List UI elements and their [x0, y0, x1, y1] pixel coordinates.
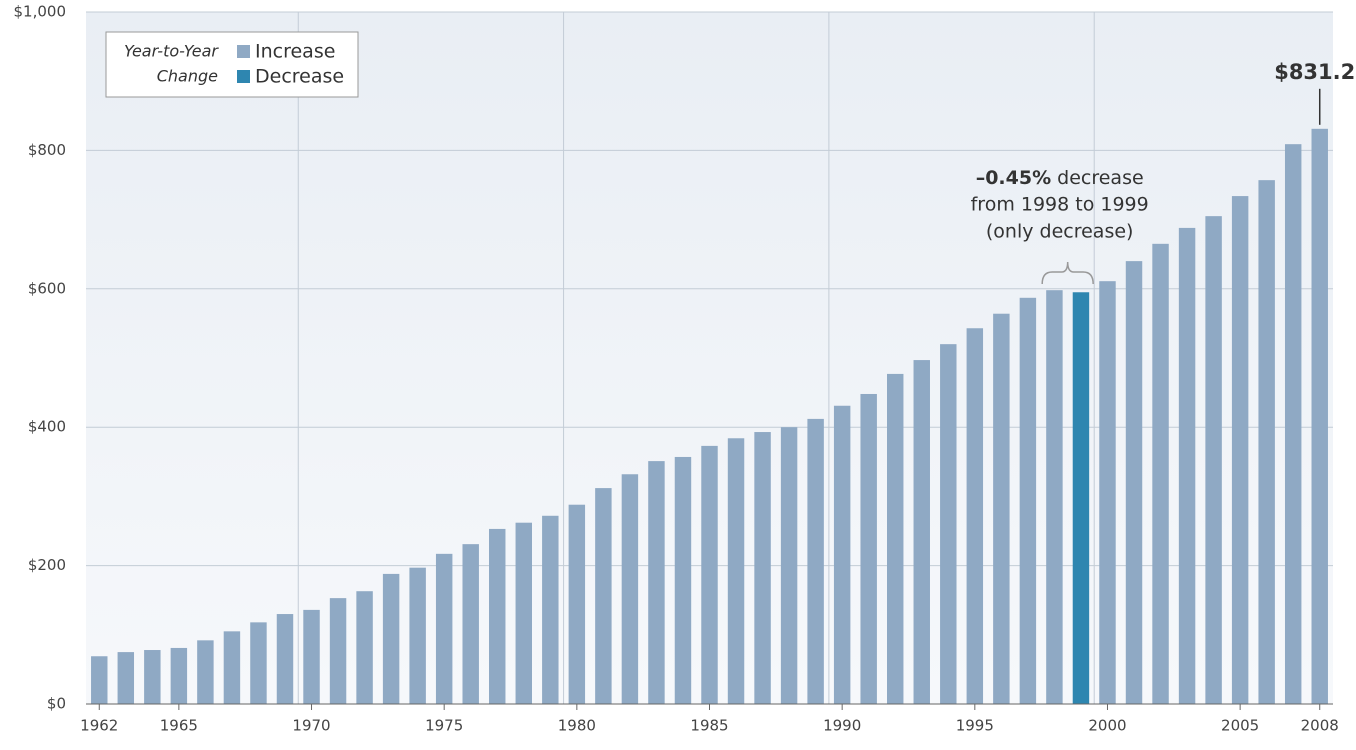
x-tick-label: 2000 — [1088, 717, 1126, 735]
y-tick-label: $600 — [28, 279, 66, 297]
bar — [807, 418, 824, 704]
bar — [1099, 281, 1116, 704]
bar — [568, 504, 586, 704]
legend-title: Year-to-Year — [124, 42, 219, 61]
value-label: $831.2 — [1274, 60, 1355, 84]
x-tick-label: 2008 — [1301, 717, 1339, 735]
y-tick-label: $200 — [28, 556, 66, 574]
bar — [1019, 297, 1037, 704]
bar — [727, 438, 745, 704]
bar — [117, 652, 135, 704]
x-tick-label: 1975 — [425, 717, 463, 735]
bar — [170, 647, 188, 704]
y-tick-label: $800 — [28, 141, 66, 159]
bar — [91, 656, 108, 704]
bar — [754, 432, 771, 704]
bar — [409, 567, 426, 704]
x-tick-label: 1965 — [160, 717, 198, 735]
x-tick-label: 1985 — [690, 717, 728, 735]
bar — [886, 373, 904, 704]
bar — [701, 445, 718, 704]
bar — [833, 405, 851, 704]
legend-box — [105, 31, 359, 98]
legend-label: Increase — [255, 41, 335, 63]
bar — [1284, 144, 1302, 704]
bar — [595, 488, 612, 704]
legend: Year-to-Year Change Increase Decrease — [105, 31, 359, 98]
bar — [860, 393, 877, 704]
legend-title: Change — [157, 67, 218, 86]
legend-label: Decrease — [255, 66, 344, 88]
bar — [1231, 196, 1249, 704]
bar — [780, 427, 798, 704]
x-tick-label: 1980 — [558, 717, 596, 735]
bar — [1258, 180, 1275, 704]
y-tick-label: $0 — [47, 695, 66, 713]
bar — [223, 631, 241, 704]
bar — [250, 622, 267, 704]
bar — [621, 474, 639, 704]
bar — [197, 640, 214, 704]
bar — [382, 573, 400, 704]
bar — [1205, 216, 1222, 704]
bar — [1072, 292, 1090, 704]
bar — [329, 598, 347, 704]
annotation-bold: –0.45% — [976, 167, 1051, 189]
legend-swatch — [237, 45, 250, 58]
annotation: (only decrease) — [986, 221, 1134, 243]
bar — [542, 515, 559, 704]
annotation: –0.45% decrease — [976, 167, 1144, 189]
x-tick-label: 1970 — [292, 717, 330, 735]
bar — [356, 591, 373, 704]
annotation-bracket — [1041, 261, 1094, 285]
bar — [435, 553, 453, 704]
x-tick-label: 1962 — [80, 717, 118, 735]
bar — [940, 344, 957, 704]
bar — [515, 522, 533, 704]
x-tick-label: 2005 — [1221, 717, 1259, 735]
y-tick-label: $400 — [28, 418, 66, 436]
annotation-text: decrease — [1051, 167, 1144, 189]
bar — [993, 313, 1010, 704]
bar — [648, 461, 665, 704]
bar — [1152, 243, 1169, 704]
bar — [913, 360, 930, 704]
bar — [1311, 128, 1328, 705]
bar — [489, 528, 506, 704]
bar — [303, 609, 320, 704]
x-tick-label: 1990 — [823, 717, 861, 735]
legend-swatch — [237, 70, 250, 83]
bar — [674, 456, 692, 704]
bar — [1125, 261, 1143, 704]
bar — [276, 614, 294, 704]
y-tick-label: $1,000 — [14, 3, 67, 21]
annotation: from 1998 to 1999 — [971, 194, 1149, 216]
x-tick-label: 1995 — [956, 717, 994, 735]
bar — [462, 544, 479, 704]
bar — [1178, 227, 1196, 705]
bar — [144, 650, 161, 704]
bar — [1046, 290, 1063, 704]
bar — [966, 328, 984, 704]
